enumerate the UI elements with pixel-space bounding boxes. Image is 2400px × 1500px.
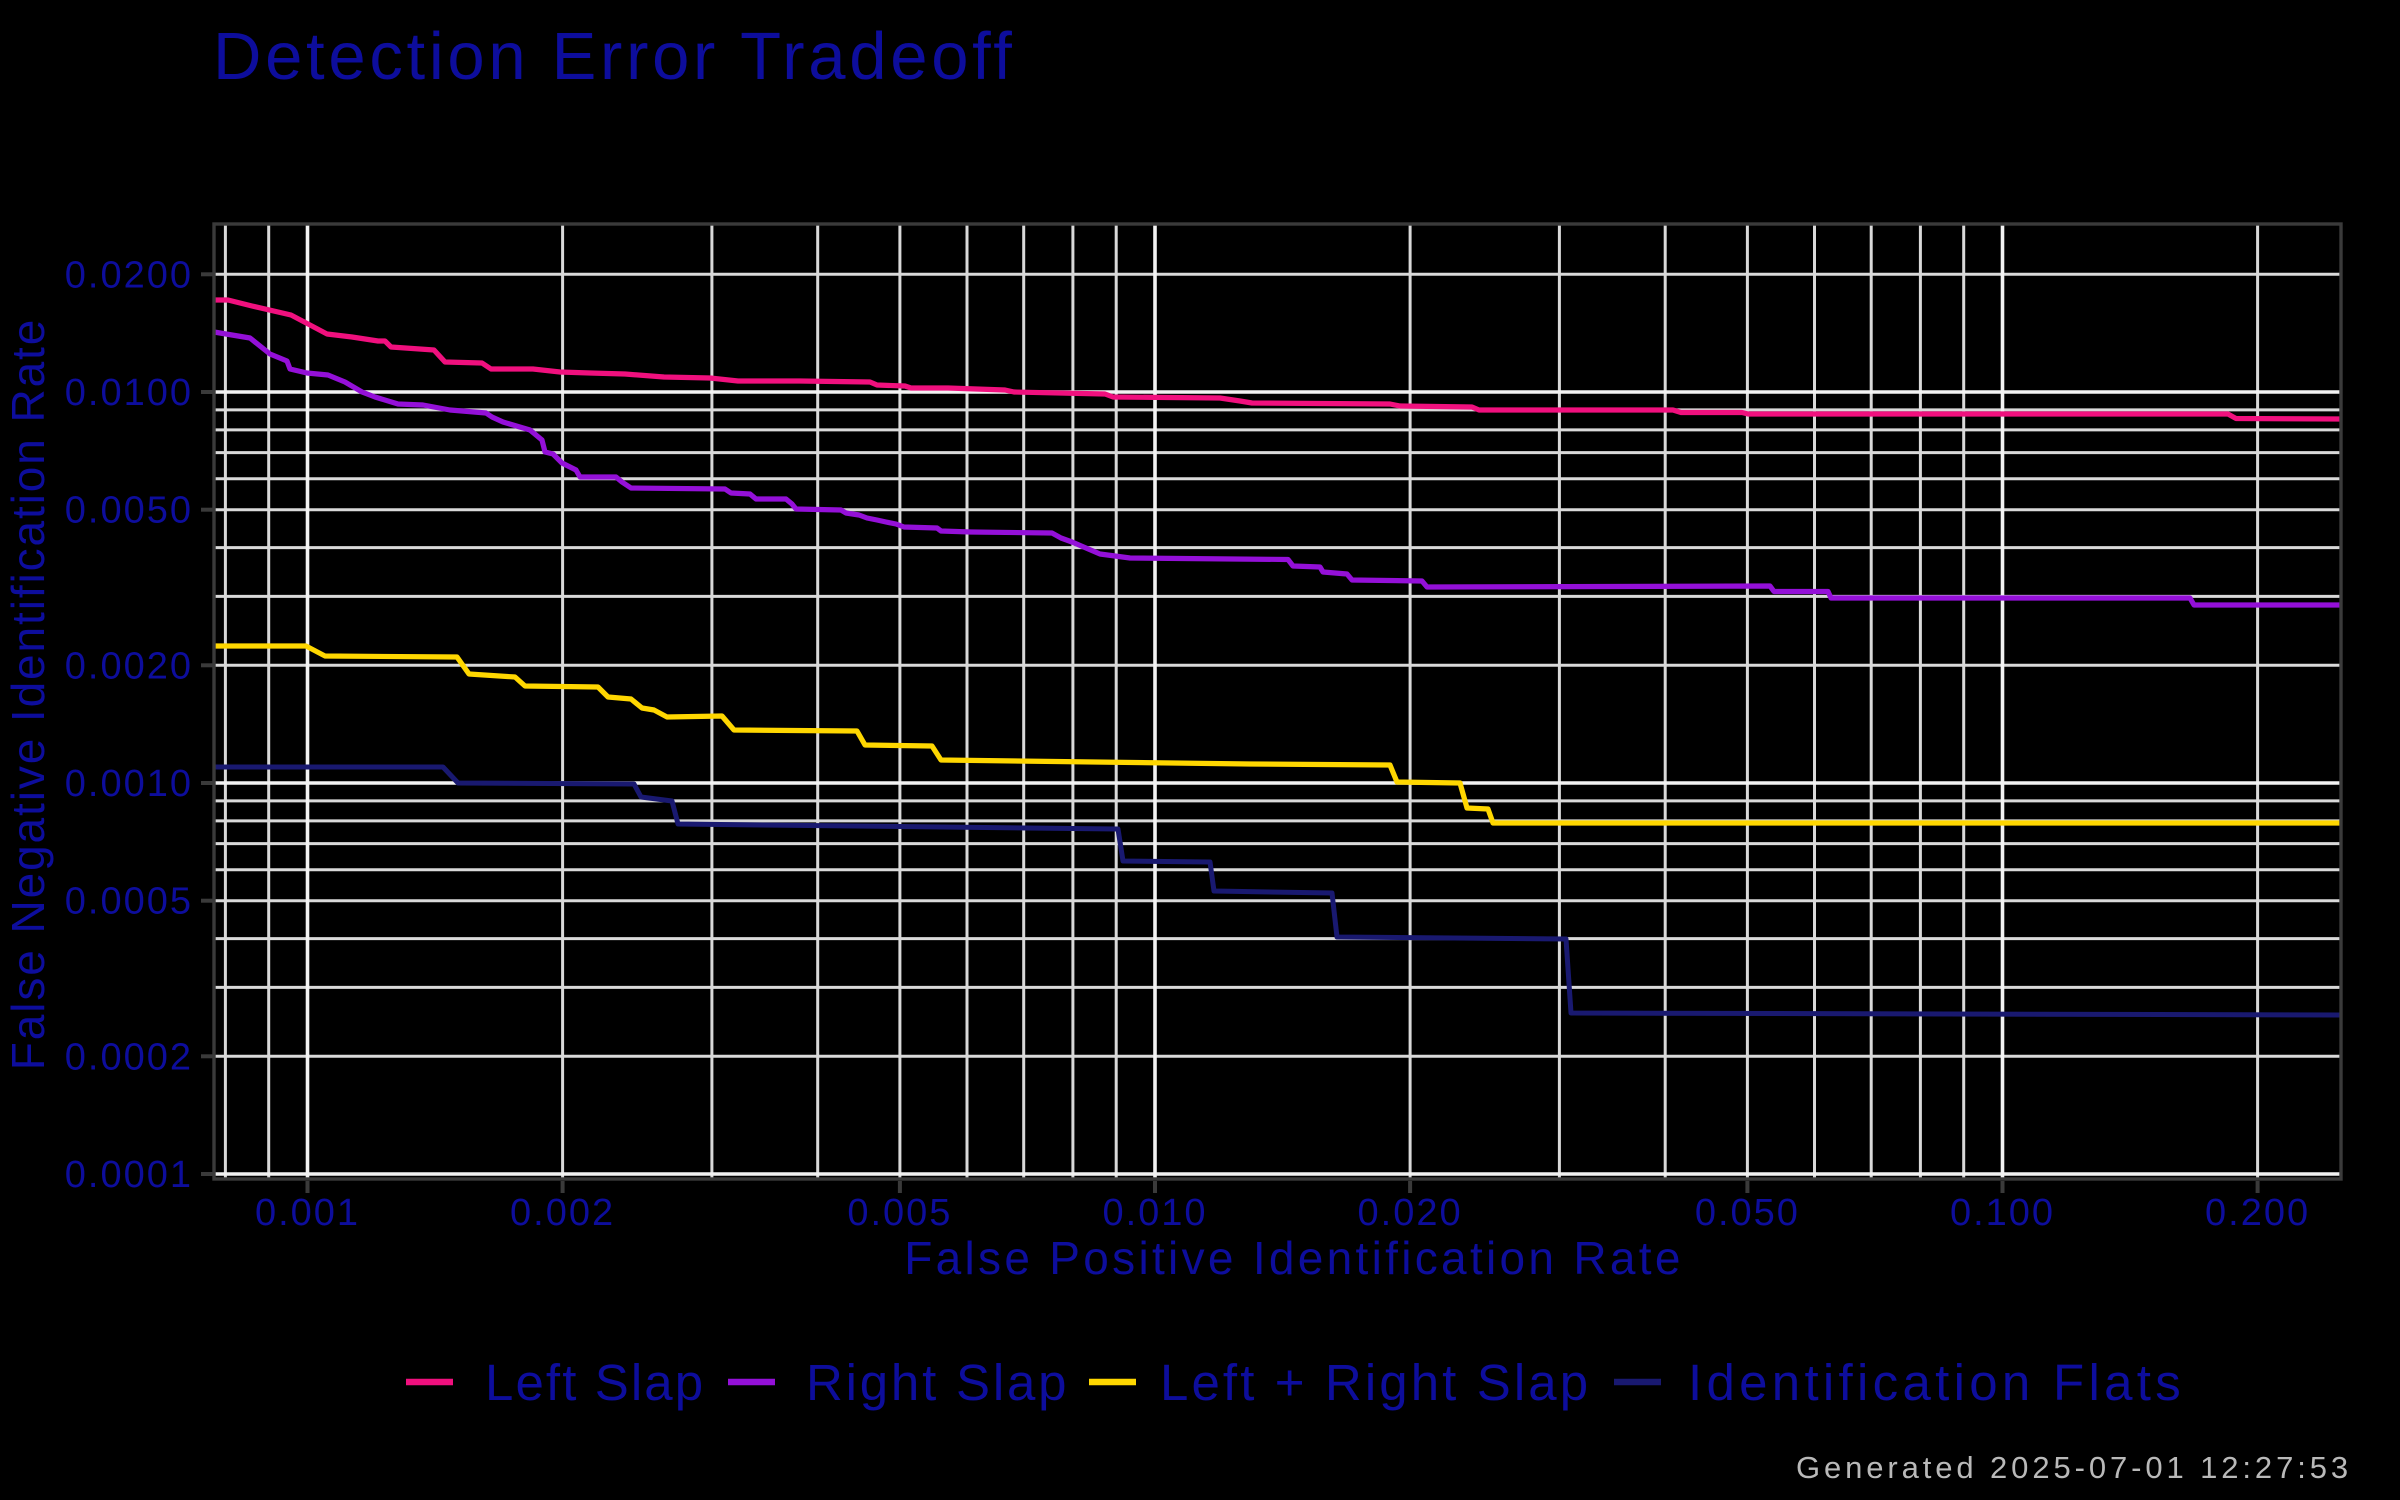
- svg-text:Right Slap: Right Slap: [806, 1354, 1069, 1411]
- svg-text:0.0020: 0.0020: [65, 645, 193, 687]
- svg-text:0.010: 0.010: [1102, 1192, 1207, 1234]
- svg-text:0.200: 0.200: [2205, 1192, 2310, 1234]
- svg-text:0.001: 0.001: [255, 1192, 360, 1234]
- svg-text:Generated 2025-07-01 12:27:53: Generated 2025-07-01 12:27:53: [1796, 1450, 2352, 1485]
- svg-text:0.005: 0.005: [847, 1192, 952, 1234]
- svg-text:0.002: 0.002: [510, 1192, 615, 1234]
- svg-text:Identification Flats: Identification Flats: [1688, 1354, 2185, 1411]
- svg-text:0.0001: 0.0001: [65, 1154, 193, 1196]
- svg-text:False Negative Identification: False Negative Identification Rate: [2, 318, 54, 1070]
- svg-text:Left + Right Slap: Left + Right Slap: [1160, 1354, 1591, 1411]
- svg-text:Left Slap: Left Slap: [485, 1354, 705, 1411]
- svg-text:0.0002: 0.0002: [65, 1036, 193, 1078]
- svg-text:0.020: 0.020: [1358, 1192, 1463, 1234]
- svg-text:0.0200: 0.0200: [65, 254, 193, 296]
- svg-text:0.0050: 0.0050: [65, 490, 193, 532]
- svg-text:0.050: 0.050: [1695, 1192, 1800, 1234]
- svg-text:0.0010: 0.0010: [65, 763, 193, 805]
- svg-text:Detection Error Tradeoff: Detection Error Tradeoff: [213, 19, 1016, 94]
- svg-text:0.0005: 0.0005: [65, 881, 193, 923]
- svg-text:0.0100: 0.0100: [65, 372, 193, 414]
- svg-text:False Positive Identification: False Positive Identification Rate: [904, 1232, 1684, 1284]
- svg-text:0.100: 0.100: [1950, 1192, 2055, 1234]
